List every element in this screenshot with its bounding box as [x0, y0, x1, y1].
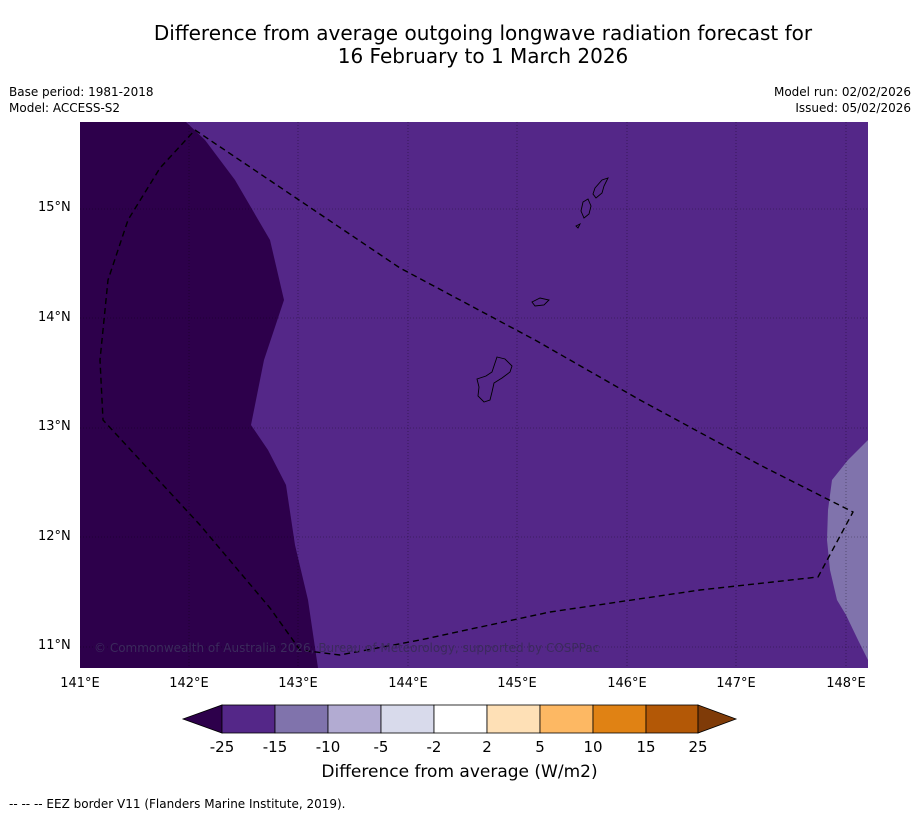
lon-label-141e: 141°E	[60, 676, 100, 691]
gridlines	[80, 122, 868, 668]
title-line-1: Difference from average outgoing longwav…	[153, 21, 813, 45]
colorbar-bin-7	[539, 704, 594, 734]
colorbar-tick-label: 25	[688, 738, 708, 756]
colorbar-tick-label: -2	[426, 738, 442, 756]
base-period: Base period: 1981-2018	[9, 85, 154, 99]
tinian-island	[580, 198, 592, 219]
colorbar-bin-9	[645, 704, 699, 734]
colorbar-bin-8	[592, 704, 647, 734]
lat-label-11n: 11°N	[38, 638, 71, 653]
colorbar-title: Difference from average (W/m2)	[321, 762, 598, 782]
colorbar-extend-right	[697, 704, 738, 734]
lat-label-15n: 15°N	[38, 200, 71, 215]
meta-right: Model run: 02/02/2026 Issued: 05/02/2026	[774, 84, 911, 116]
meta-left: Base period: 1981-2018 Model: ACCESS-S2	[9, 84, 154, 116]
lon-label-146e: 146°E	[607, 676, 647, 691]
colorbar	[181, 704, 738, 734]
issued-date: Issued: 05/02/2026	[795, 101, 911, 115]
anomaly-region-deep	[80, 122, 318, 668]
islands	[476, 177, 609, 403]
lon-label-148e: 148°E	[826, 676, 866, 691]
colorbar-bin-3	[327, 704, 382, 734]
colorbar-tick-label: -25	[209, 738, 235, 756]
colorbar-extend-left	[181, 704, 223, 734]
lon-label-144e: 144°E	[388, 676, 428, 691]
colorbar-tick-label: 2	[482, 738, 492, 756]
rota-island	[531, 297, 550, 307]
lon-label-147e: 147°E	[716, 676, 756, 691]
colorbar-bin-5	[433, 704, 488, 734]
colorbar-tick-label: -15	[262, 738, 288, 756]
chart-title: Difference from average outgoing longwav…	[0, 22, 919, 68]
lon-label-145e: 145°E	[497, 676, 537, 691]
aguijan-islet	[575, 222, 582, 229]
colorbar-tick-label: 10	[583, 738, 603, 756]
lon-label-142e: 142°E	[169, 676, 209, 691]
colorbar-tick-label: -10	[315, 738, 341, 756]
colorbar-tick-label: -5	[373, 738, 389, 756]
colorbar-bin-4	[380, 704, 435, 734]
colorbar-bin-6	[486, 704, 541, 734]
lat-label-12n: 12°N	[38, 529, 71, 544]
lon-label-143e: 143°E	[278, 676, 318, 691]
model-name: Model: ACCESS-S2	[9, 101, 121, 115]
colorbar-tick-label: 15	[636, 738, 656, 756]
colorbar-bin-2	[274, 704, 329, 734]
copyright-notice: © Commonwealth of Australia 2026, Bureau…	[94, 641, 600, 655]
eez-footnote: -- -- -- EEZ border V11 (Flanders Marine…	[9, 797, 346, 811]
colorbar-tick-label: 5	[535, 738, 545, 756]
saipan-island	[592, 177, 609, 199]
title-line-2: 16 February to 1 March 2026	[337, 44, 629, 68]
colorbar-bin-1	[221, 704, 276, 734]
eez-border	[99, 129, 854, 656]
guam-island	[476, 356, 513, 403]
lat-label-13n: 13°N	[38, 419, 71, 434]
anomaly-region-light	[827, 440, 868, 660]
lat-label-14n: 14°N	[38, 310, 71, 325]
model-run: Model run: 02/02/2026	[773, 85, 911, 99]
